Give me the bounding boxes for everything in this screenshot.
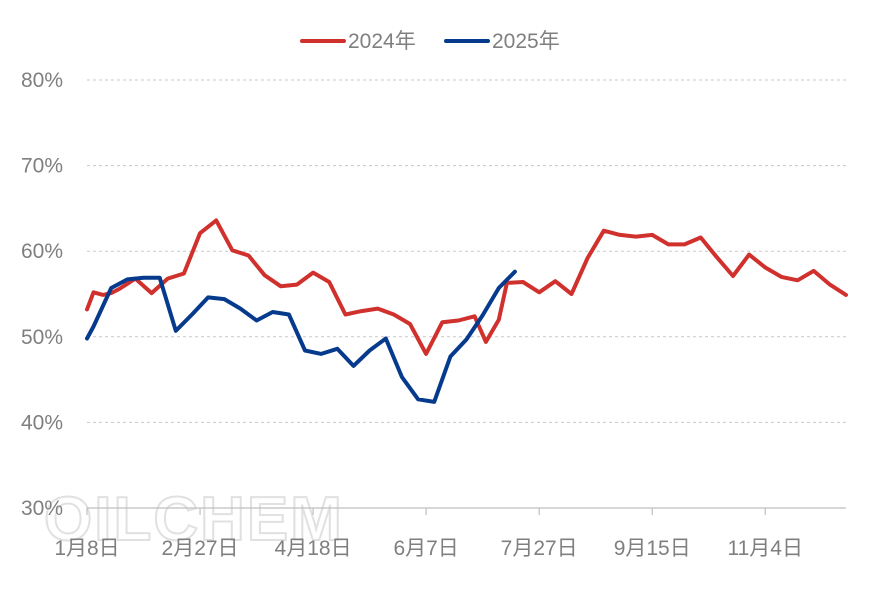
y-tick-label: 80% <box>21 69 63 92</box>
y-tick-label: 40% <box>21 411 63 434</box>
legend-label: 2024年 <box>348 30 416 53</box>
series-line-1 <box>85 218 848 356</box>
legend: 2024年 2025年 <box>300 30 560 53</box>
x-tick-label: 1月8日 <box>54 537 119 560</box>
y-tick-label: 60% <box>21 240 63 263</box>
y-tick-label: 30% <box>21 497 63 520</box>
y-axis-ticks: 30% 40% 50% 60% 70% 80% <box>21 69 63 520</box>
x-tick-label: 7月27日 <box>501 537 578 560</box>
y-tick-label: 50% <box>21 326 63 349</box>
x-tick-label: 2月27日 <box>162 537 239 560</box>
series-lines <box>85 218 848 404</box>
x-axis-ticks: 1月8日 2月27日 4月18日 6月7日 7月27日 9月15日 11月4日 <box>54 508 803 560</box>
watermark-layer: OILCHEM <box>43 484 344 555</box>
gridlines <box>87 79 846 423</box>
watermark: OILCHEM <box>44 485 344 554</box>
y-tick-label: 70% <box>21 155 63 178</box>
x-tick-label: 9月15日 <box>614 537 691 560</box>
x-tick-label: 11月4日 <box>728 537 803 560</box>
x-tick-label: 4月18日 <box>275 537 352 560</box>
x-tick-label: 6月7日 <box>393 537 458 560</box>
legend-label: 2025年 <box>492 30 560 53</box>
series-line-2 <box>85 269 517 404</box>
